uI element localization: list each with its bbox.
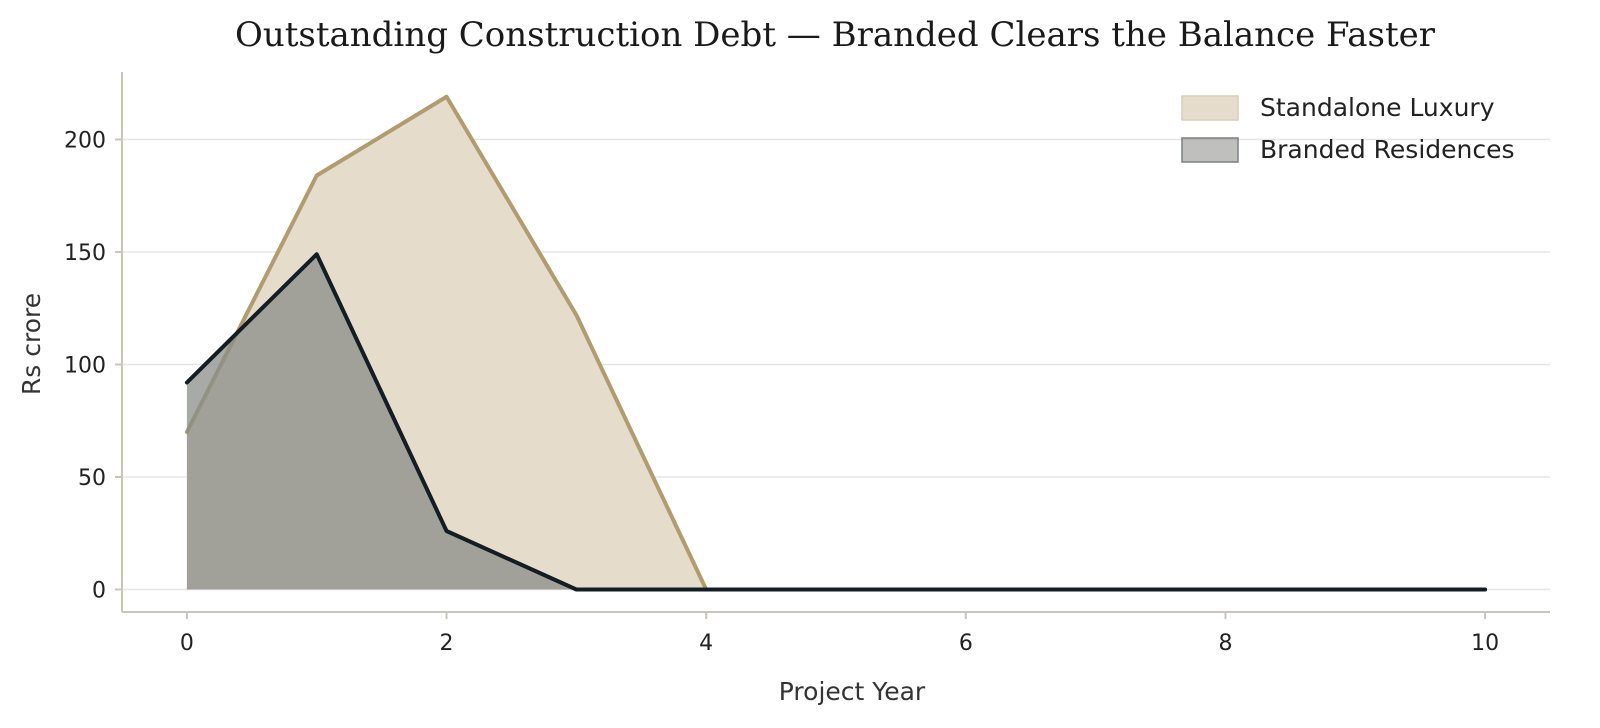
legend: Standalone Luxury Branded Residences <box>1181 93 1515 164</box>
x-tick-label: 10 <box>1471 631 1499 656</box>
chart-title: Outstanding Construction Debt — Branded … <box>235 15 1436 55</box>
series-area-1 <box>186 254 1486 590</box>
y-tick-label: 150 <box>64 241 106 266</box>
x-tick-label: 8 <box>1218 631 1232 656</box>
series-line-1 <box>184 252 1488 592</box>
legend-label-1: Branded Residences <box>1260 135 1515 164</box>
x-tick-label: 2 <box>440 631 454 656</box>
y-tick-label: 100 <box>64 354 106 379</box>
x-axis-label: Project Year <box>779 677 926 706</box>
legend-label-0: Standalone Luxury <box>1260 93 1495 122</box>
legend-swatch-0 <box>1181 95 1239 121</box>
y-tick-label: 50 <box>78 466 106 491</box>
x-tick-label: 4 <box>699 631 713 656</box>
x-tick-label: 0 <box>180 631 194 656</box>
y-axis-label: Rs crore <box>17 293 46 395</box>
ticks: 0 50 100 150 200 0 2 4 6 8 10 <box>64 129 1499 657</box>
axes <box>121 72 1550 613</box>
series-areas <box>184 94 1488 592</box>
legend-swatch-1 <box>1181 137 1239 163</box>
x-tick-label: 6 <box>959 631 973 656</box>
series-area-0 <box>186 96 1486 590</box>
y-tick-label: 200 <box>64 129 106 154</box>
y-tick-label: 0 <box>92 579 106 604</box>
